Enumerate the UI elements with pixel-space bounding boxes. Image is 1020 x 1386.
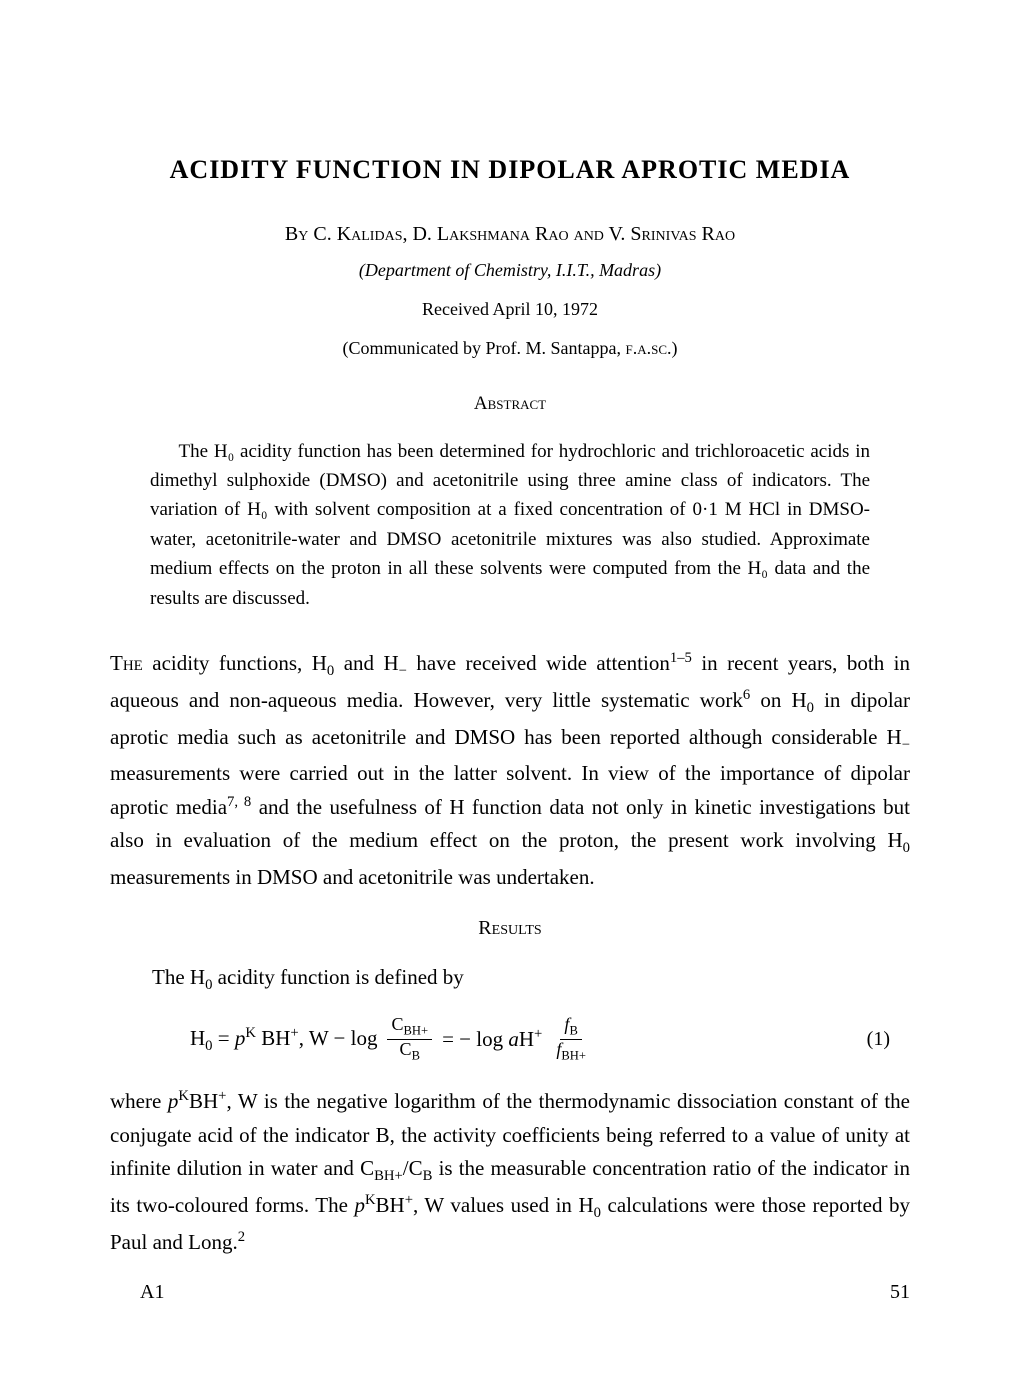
- page-footer: A1 51: [110, 1277, 910, 1307]
- equation-1: H0 = pK BH+, W − log CBH+ CB = − log aH+…: [110, 1015, 910, 1063]
- authors-line: By C. Kalidas, D. Lakshmana Rao and V. S…: [110, 219, 910, 249]
- results-intro: The H0 acidity function is defined by: [110, 961, 910, 998]
- affiliation: (Department of Chemistry, I.I.T., Madras…: [110, 257, 910, 284]
- equation-body: H0 = pK BH+, W − log CBH+ CB = − log aH+…: [190, 1015, 594, 1063]
- author-names: C. Kalidas, D. Lakshmana Rao and V. Srin…: [313, 223, 735, 245]
- footer-left: A1: [110, 1277, 164, 1307]
- results-heading: Results: [110, 913, 910, 943]
- page-number: 51: [890, 1277, 910, 1307]
- communicated-by: (Communicated by Prof. M. Santappa, f.a.…: [110, 335, 910, 362]
- abstract-text: The H₀ acidity function has been determi…: [150, 437, 870, 614]
- equation-number: (1): [867, 1024, 890, 1054]
- received-date: Received April 10, 1972: [110, 296, 910, 323]
- intro-paragraph: The acidity functions, H0 and H− have re…: [110, 647, 910, 895]
- results-paragraph: where pKBH+, W is the negative logarithm…: [110, 1085, 910, 1259]
- by-word: By: [285, 223, 308, 245]
- paper-title: ACIDITY FUNCTION IN DIPOLAR APROTIC MEDI…: [110, 150, 910, 189]
- abstract-heading: Abstract: [110, 390, 910, 419]
